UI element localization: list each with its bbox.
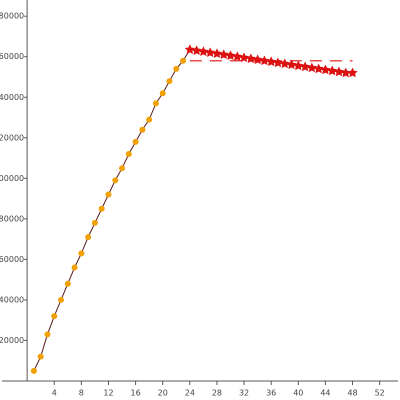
x-tick-label: 44 [320, 389, 330, 398]
y-tick-label: 160000 [0, 52, 24, 61]
point-marker [58, 296, 65, 303]
star-marker [320, 64, 331, 75]
star-marker [313, 63, 324, 74]
point-marker [119, 165, 126, 172]
point-marker [152, 100, 159, 107]
x-tick-label: 12 [103, 389, 113, 398]
star-marker [198, 46, 209, 56]
point-marker [125, 151, 132, 158]
point-marker [51, 313, 58, 320]
star-marker [211, 48, 223, 59]
star-marker [279, 58, 290, 69]
x-tick-label: 40 [293, 389, 303, 398]
point-marker [78, 250, 85, 257]
y-tick-label: 60000 [0, 255, 24, 264]
star-marker [245, 53, 256, 64]
star-marker [300, 61, 311, 72]
point-marker [173, 65, 180, 72]
y-tick-label: 80000 [0, 214, 24, 223]
x-tick-label: 36 [266, 389, 276, 398]
point-marker [166, 78, 173, 85]
point-marker [112, 177, 119, 184]
x-tick-label: 28 [212, 389, 222, 398]
y-tick-label: 120000 [0, 133, 24, 142]
point-marker [85, 234, 92, 241]
y-tick-label: 40000 [0, 295, 24, 304]
star-marker [293, 60, 304, 71]
star-marker [286, 59, 297, 70]
point-marker [132, 138, 139, 145]
star-marker [218, 49, 229, 60]
star-marker [238, 52, 250, 63]
star-marker [191, 45, 202, 55]
point-marker [98, 205, 105, 212]
point-marker [91, 219, 98, 226]
point-marker [105, 191, 112, 198]
star-marker [232, 51, 243, 62]
point-marker [44, 331, 51, 338]
star-marker [184, 44, 195, 54]
point-marker [37, 353, 44, 360]
point-marker [146, 116, 153, 123]
star-marker [327, 65, 338, 76]
point-marker [159, 90, 166, 97]
star-marker [252, 54, 263, 65]
point-marker [180, 57, 187, 64]
point-marker [139, 126, 146, 133]
y-tick-label: 140000 [0, 93, 24, 102]
star-marker [266, 56, 277, 67]
star-marker [340, 67, 351, 78]
x-tick-label: 52 [375, 389, 385, 398]
x-tick-label: 32 [239, 389, 249, 398]
x-tick-label: 4 [52, 389, 57, 398]
star-marker [272, 57, 284, 68]
point-marker [30, 367, 37, 374]
x-tick-label: 20 [158, 389, 168, 398]
x-tick-label: 24 [185, 389, 195, 398]
y-tick-label: 100000 [0, 174, 24, 183]
series-line [33, 49, 353, 372]
star-marker [333, 66, 345, 77]
x-tick-label: 16 [130, 389, 140, 398]
point-marker [71, 264, 78, 271]
y-tick-label: 20000 [0, 336, 24, 345]
x-tick-label: 8 [79, 389, 84, 398]
star-marker [306, 62, 317, 73]
x-tick-label: 48 [347, 389, 357, 398]
point-marker [64, 280, 71, 287]
star-marker [259, 55, 270, 66]
star-marker [205, 47, 216, 58]
star-marker [225, 50, 236, 61]
y-tick-label: 180000 [0, 12, 24, 21]
star-marker [347, 67, 358, 78]
